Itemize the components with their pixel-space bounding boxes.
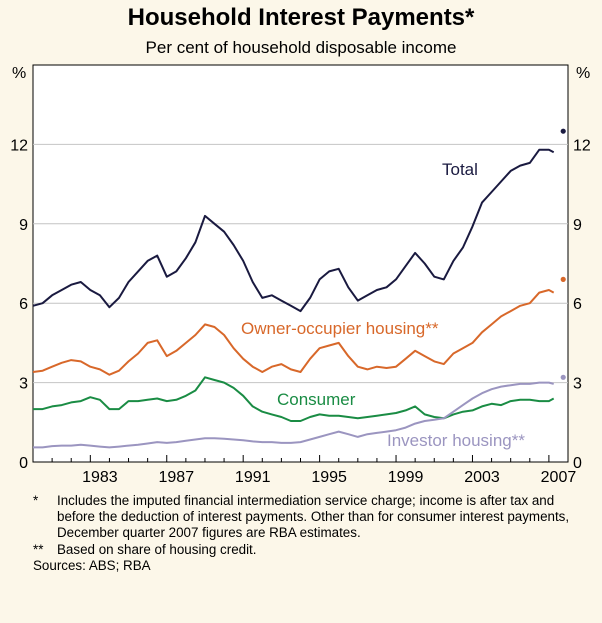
y-tick-label-right: 3 xyxy=(573,376,582,393)
y-tick-label-right: 9 xyxy=(573,217,582,234)
y-tick-label-left: 6 xyxy=(19,296,28,313)
series-label-owner-occupier: Owner-occupier housing** xyxy=(241,319,439,338)
y-tick-label-left: 9 xyxy=(19,217,28,234)
dec-2007-estimates xyxy=(560,128,566,380)
x-ticks xyxy=(32,455,550,462)
footnote-text: Based on share of housing credit. xyxy=(57,541,257,557)
y-axis-unit-left: % xyxy=(12,65,26,82)
gridlines xyxy=(33,143,568,384)
footnote-text: Includes the imputed financial intermedi… xyxy=(57,493,570,541)
series-line-total xyxy=(32,148,555,313)
chart-title: Household Interest Payments* xyxy=(128,4,475,31)
series-label-total: Total xyxy=(442,160,478,179)
estimate-dot-investor-housing xyxy=(560,374,566,380)
series-label-consumer: Consumer xyxy=(277,390,356,409)
y-tick-label-right: 0 xyxy=(573,455,582,472)
series-line-owner-occupier-housing xyxy=(32,289,555,376)
y-tick-label-left: 0 xyxy=(19,455,28,472)
y-tick-label-left: 12 xyxy=(10,137,28,154)
footnote-2: ** Based on share of housing credit. xyxy=(33,542,593,558)
x-tick-label: 2007 xyxy=(541,469,577,486)
estimate-dot-total xyxy=(560,128,566,134)
estimate-dot-owner-occupier-housing xyxy=(560,276,566,282)
series-lines xyxy=(32,148,555,449)
footnote-mark: * xyxy=(33,493,39,508)
y-ticks-left: 0 3 6 9 12 xyxy=(10,137,28,472)
series-line-consumer xyxy=(33,376,555,422)
sources: Sources: ABS; RBA xyxy=(33,557,151,573)
footnote-mark: ** xyxy=(33,541,44,557)
footnote-1: * Includes the imputed financial interme… xyxy=(33,493,593,542)
x-tick-label: 1983 xyxy=(82,469,118,486)
x-tick-label: 1995 xyxy=(311,469,347,486)
y-ticks-right: 0 3 6 9 12 xyxy=(573,137,591,472)
x-tick-label: 1987 xyxy=(159,469,195,486)
x-tick-label: 1999 xyxy=(388,469,424,486)
x-tick-label: 1991 xyxy=(235,469,271,486)
x-tick-label: 2003 xyxy=(464,469,500,486)
y-axis-unit-right: % xyxy=(576,65,590,82)
chart-subtitle: Per cent of household disposable income xyxy=(146,38,457,57)
x-tick-labels: 1983 1987 1991 1995 1999 2003 2007 xyxy=(82,469,576,486)
y-tick-label-right: 12 xyxy=(573,137,591,154)
series-line-investor-housing xyxy=(33,381,554,449)
chart: Household Interest Payments* Per cent of… xyxy=(10,4,591,486)
footnotes: * Includes the imputed financial interme… xyxy=(33,493,593,574)
series-label-investor: Investor housing** xyxy=(387,431,525,450)
y-tick-label-right: 6 xyxy=(573,296,582,313)
y-tick-label-left: 3 xyxy=(19,376,28,393)
